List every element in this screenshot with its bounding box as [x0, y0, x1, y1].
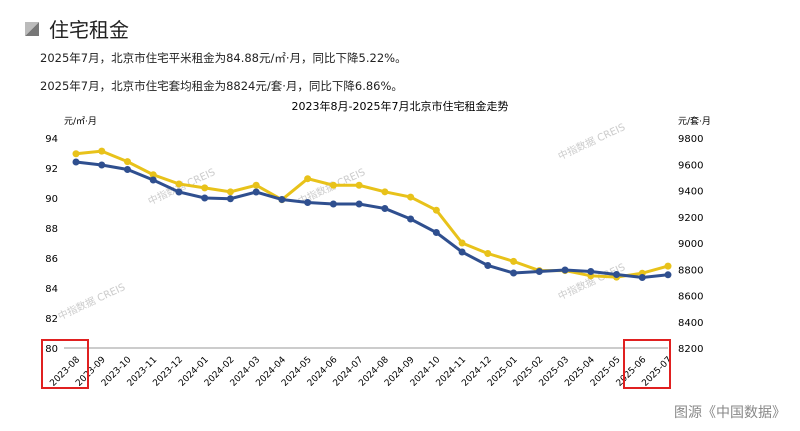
data-point — [329, 181, 337, 189]
right-axis-label: 元/套·月 — [678, 115, 711, 127]
watermark: 中指数据 CREIS — [556, 260, 627, 303]
section-icon — [25, 21, 39, 36]
watermark: 中指数据 CREIS — [56, 280, 127, 323]
data-point — [664, 262, 672, 270]
data-point — [98, 161, 106, 169]
highlight-box — [41, 339, 89, 389]
data-point — [355, 200, 363, 208]
left-tick-label: 84 — [45, 284, 58, 295]
data-point — [226, 195, 234, 203]
data-point — [510, 257, 518, 265]
data-point — [123, 166, 131, 173]
section-header: 住宅租金 — [25, 14, 129, 43]
data-point — [304, 199, 312, 206]
left-tick-label: 94 — [45, 134, 58, 145]
chart-title: 2023年8月-2025年7月北京市住宅租金走势 — [292, 99, 509, 113]
right-tick-label: 9200 — [678, 213, 703, 224]
data-point — [535, 268, 543, 275]
left-tick-label: 82 — [45, 314, 58, 325]
data-point — [407, 215, 415, 223]
data-point — [175, 188, 183, 196]
data-point — [252, 181, 260, 189]
data-point — [484, 262, 492, 269]
data-point — [149, 176, 157, 184]
data-point — [561, 266, 569, 274]
right-tick-label: 8600 — [678, 292, 703, 303]
data-point — [638, 274, 646, 281]
data-point — [432, 229, 440, 236]
data-point — [407, 193, 415, 201]
series-line — [75, 160, 669, 280]
right-tick-label: 9000 — [678, 239, 703, 250]
right-tick-label: 9600 — [678, 160, 703, 171]
data-point — [613, 271, 621, 278]
left-tick-label: 90 — [45, 194, 58, 205]
data-point — [201, 184, 209, 192]
data-point — [381, 205, 389, 212]
data-point — [458, 248, 466, 256]
data-point — [458, 239, 466, 247]
left-tick-label: 80 — [45, 344, 58, 355]
series-line — [75, 149, 669, 279]
data-point — [123, 158, 131, 166]
right-tick-label: 8400 — [678, 318, 703, 329]
data-point — [510, 269, 518, 277]
data-point — [587, 268, 595, 275]
left-axis-label: 元/㎡·月 — [64, 116, 97, 127]
highlight-box — [623, 339, 671, 389]
right-tick-label: 8800 — [678, 265, 703, 276]
right-tick-label: 8200 — [678, 344, 703, 355]
data-point — [432, 206, 440, 214]
summary-line: 2025年7月，北京市住宅平米租金为84.88元/㎡·月，同比下降5.22%。 — [40, 51, 407, 65]
data-point — [72, 150, 80, 158]
data-point — [226, 188, 234, 196]
summary-line: 2025年7月，北京市住宅套均租金为8824元/套·月，同比下降6.86%。 — [40, 79, 403, 93]
data-point — [381, 188, 389, 196]
data-point — [278, 196, 286, 203]
data-point — [329, 200, 337, 208]
data-point — [252, 188, 260, 196]
data-point — [98, 147, 106, 155]
data-point — [201, 194, 209, 202]
data-point — [175, 180, 183, 188]
data-point — [72, 158, 80, 166]
section-title: 住宅租金 — [49, 18, 129, 42]
data-point — [304, 175, 312, 183]
right-tick-label: 9400 — [678, 187, 703, 198]
watermark: 中指数据 CREIS — [556, 120, 627, 163]
right-tick-label: 9800 — [678, 134, 703, 145]
left-tick-label: 86 — [45, 254, 58, 265]
data-point — [664, 271, 672, 279]
data-point — [484, 250, 492, 257]
source-caption: 图源《中国数据》 — [674, 405, 786, 421]
left-tick-label: 88 — [45, 224, 58, 235]
data-point — [355, 181, 363, 189]
data-point — [149, 171, 157, 179]
left-tick-label: 92 — [45, 164, 58, 175]
